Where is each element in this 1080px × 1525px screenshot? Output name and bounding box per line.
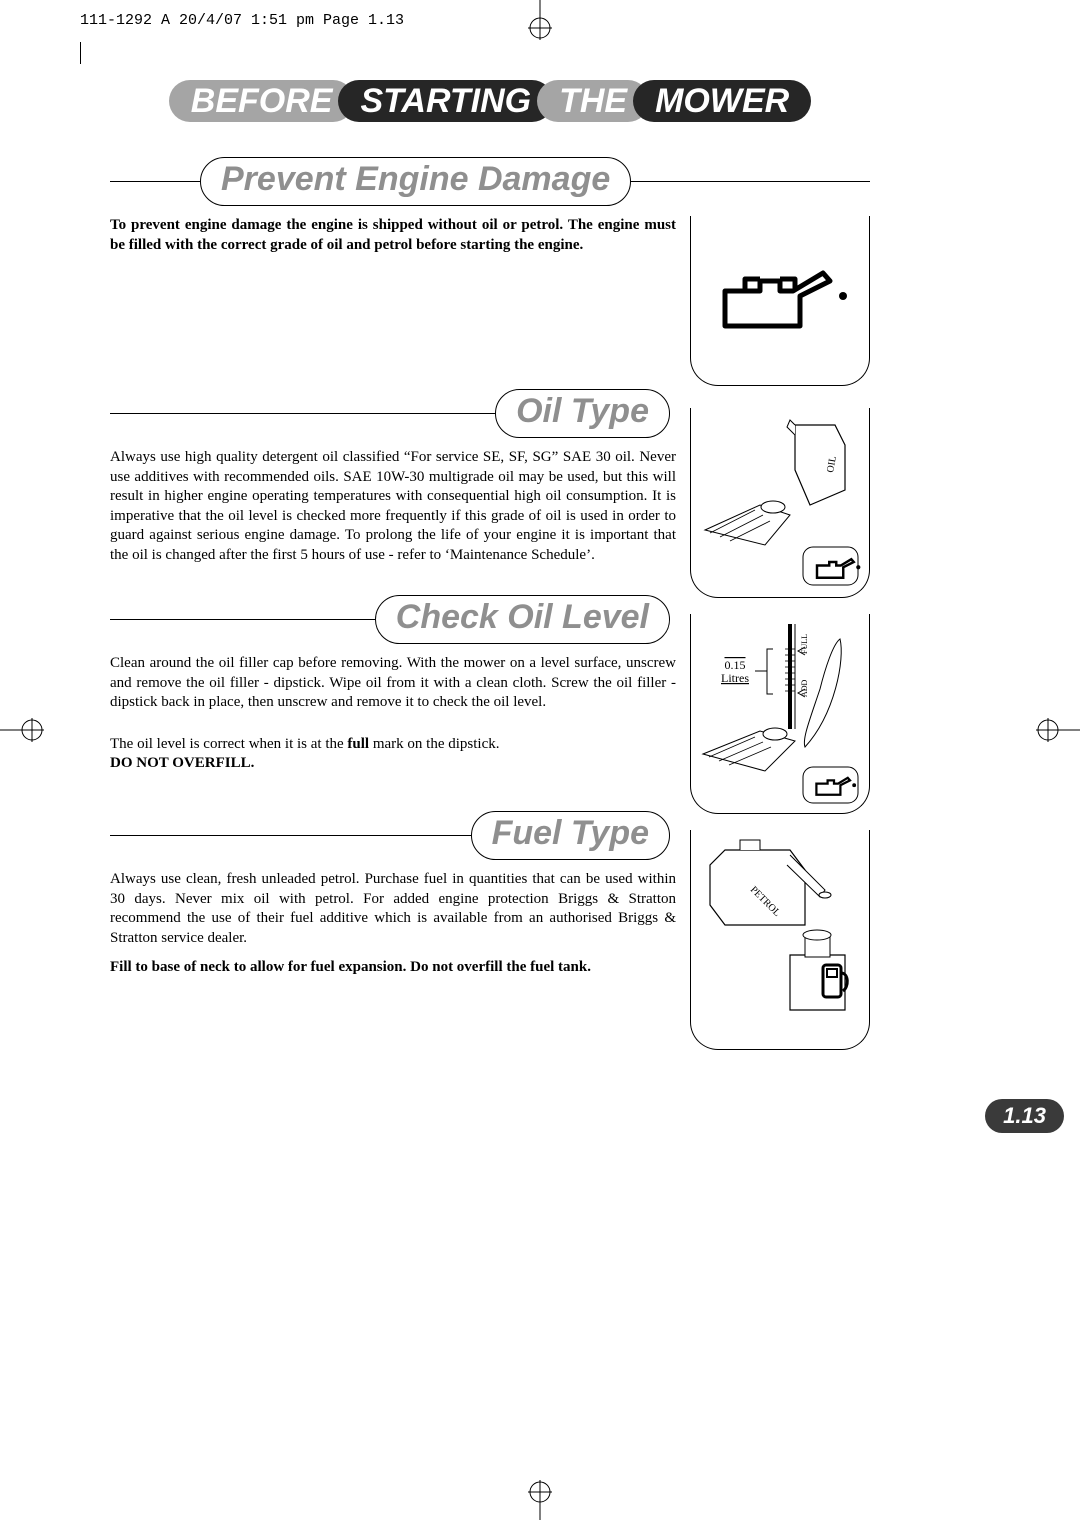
section-head-prevent: Prevent Engine Damage (110, 157, 870, 206)
print-slug: 111-1292 A 20/4/07 1:51 pm Page 1.13 (80, 12, 404, 29)
title-word-4: MOWER (633, 80, 811, 122)
svg-text:0.15: 0.15 (725, 658, 746, 672)
svg-text:Litres: Litres (721, 671, 749, 685)
checkoil-p2a: The oil level is correct when it is at t… (110, 736, 347, 752)
checkoil-p2c: mark on the dipstick. (369, 736, 499, 752)
crop-mark-left (0, 710, 60, 755)
title-word-1: BEFORE (169, 80, 355, 122)
section-checkoil: Clean around the oil filler cap before r… (110, 654, 870, 814)
page-content: BEFORE STARTING THE MOWER Prevent Engine… (110, 50, 870, 1053)
main-title: BEFORE STARTING THE MOWER (110, 80, 870, 122)
heading-prevent: Prevent Engine Damage (200, 157, 631, 206)
crop-mark-bottom (510, 1480, 570, 1525)
figure-oilcan-icon (690, 216, 870, 386)
checkoil-p2b: full (347, 736, 369, 752)
heading-oiltype: Oil Type (495, 389, 670, 438)
fuel-p1: Always use clean, fresh unleaded petrol.… (110, 870, 676, 948)
section-oiltype: Always use high quality detergent oil cl… (110, 448, 870, 598)
heading-fuel: Fuel Type (471, 811, 670, 860)
top-rule (80, 42, 81, 64)
svg-text:ADD: ADD (800, 679, 809, 697)
fuel-p2: Fill to base of neck to allow for fuel e… (110, 958, 676, 978)
checkoil-p3: DO NOT OVERFILL. (110, 755, 254, 771)
prevent-p1: To prevent engine damage the engine is s… (110, 216, 676, 255)
crop-mark-right (1020, 710, 1080, 755)
section-prevent: To prevent engine damage the engine is s… (110, 216, 870, 386)
title-word-2: STARTING (338, 80, 553, 122)
heading-checkoil: Check Oil Level (375, 595, 670, 644)
figure-oil-pour: OIL (690, 408, 870, 598)
figure-dipstick: FULL ADD 0.15 Litres (690, 614, 870, 814)
section-fuel: Always use clean, fresh unleaded petrol.… (110, 870, 870, 1050)
svg-text:FULL: FULL (800, 633, 809, 653)
crop-mark-top (510, 0, 570, 45)
checkoil-p1: Clean around the oil filler cap before r… (110, 654, 676, 713)
figure-fuel: PETROL (690, 830, 870, 1050)
page-number-badge: 1.13 (985, 1099, 1064, 1133)
